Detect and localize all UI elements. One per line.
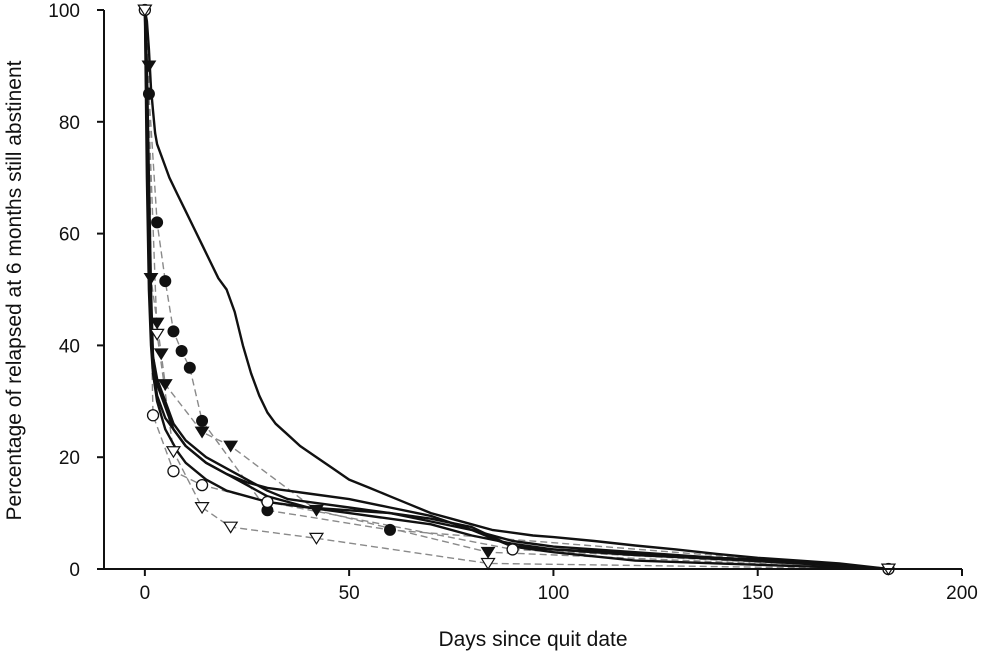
x-axis-title: Days since quit date xyxy=(438,628,627,651)
axes: 0 50 100 150 200 0 20 40 60 80 100 xyxy=(48,1,978,604)
x-tick-label: 0 xyxy=(140,583,151,604)
y-tick-label: 0 xyxy=(69,560,80,581)
x-tick-label: 100 xyxy=(538,583,570,604)
y-tick-label: 60 xyxy=(59,225,80,246)
x-tick-label: 50 xyxy=(339,583,360,604)
data-point-filled-circle xyxy=(183,361,196,374)
data-point-open-triangle xyxy=(308,532,325,545)
data-point-filled-circle xyxy=(159,275,172,288)
y-tick-label: 100 xyxy=(48,1,80,22)
plot-area xyxy=(137,3,897,576)
data-point-open-triangle xyxy=(137,4,153,17)
y-tick-label: 20 xyxy=(59,448,80,469)
data-point-filled-circle xyxy=(151,216,164,229)
data-point-filled-circle xyxy=(384,523,396,536)
data-point-open-triangle xyxy=(480,557,496,571)
data-point-filled-triangle xyxy=(153,348,169,361)
data-point-filled-triangle xyxy=(223,440,239,453)
data-point-filled-triangle xyxy=(143,272,159,285)
x-tick-label: 200 xyxy=(946,583,978,604)
data-point-filled-circle xyxy=(142,87,155,100)
data-point-open-triangle xyxy=(223,521,239,534)
data-point-open-triangle xyxy=(149,328,165,341)
data-point-filled-triangle xyxy=(194,426,210,439)
data-point-filled-circle xyxy=(175,344,188,357)
y-tick-label: 40 xyxy=(59,336,80,357)
data-point-filled-triangle xyxy=(141,60,157,73)
y-tick-label: 80 xyxy=(59,113,80,134)
data-point-open-triangle xyxy=(194,502,210,515)
y-ticks: 0 20 40 60 80 100 xyxy=(48,1,104,581)
data-point-filled-circle xyxy=(167,325,180,338)
data-point-open-circle xyxy=(146,409,160,422)
data-point-filled-triangle xyxy=(309,504,324,517)
data-point-open-circle xyxy=(167,465,180,478)
data-point-open-triangle xyxy=(165,446,182,459)
data-point-filled-triangle xyxy=(480,546,496,559)
x-ticks: 0 50 100 150 200 xyxy=(140,569,978,604)
data-point-open-circle xyxy=(506,543,519,556)
data-point-open-circle xyxy=(261,495,274,509)
data-point-open-circle xyxy=(195,478,209,492)
data-point-filled-circle xyxy=(196,414,209,427)
y-axis-title: Percentage of relapsed at 6 months still… xyxy=(3,60,26,520)
x-tick-label: 150 xyxy=(742,583,774,604)
solid-curve-1 xyxy=(143,9,889,571)
data-point-filled-triangle xyxy=(157,379,173,391)
data-point-filled-triangle xyxy=(149,317,165,330)
solid-curve-3 xyxy=(143,9,889,571)
